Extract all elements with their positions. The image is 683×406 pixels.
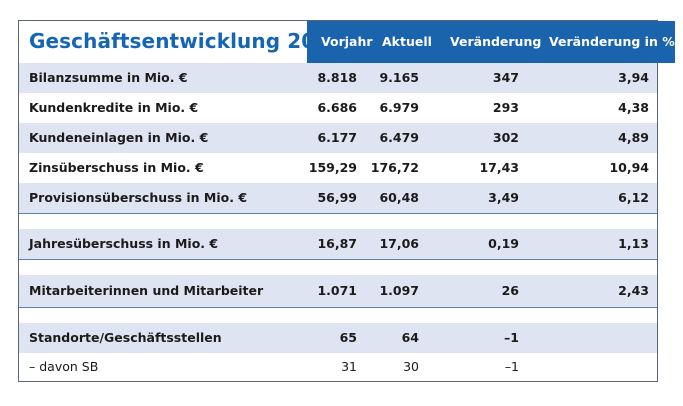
table-row: Standorte/Geschäftsstellen 65 64 –1 xyxy=(19,323,657,353)
section-divider xyxy=(19,213,657,214)
table-row: Jahresüberschuss in Mio. € 16,87 17,06 0… xyxy=(19,229,657,259)
veraenderung-value: 26 xyxy=(501,283,519,298)
aktuell-value: 9.165 xyxy=(379,70,419,85)
aktuell-value: 1.097 xyxy=(379,283,419,298)
row-label: Zinsüberschuss in Mio. € xyxy=(29,160,204,175)
vorjahr-value: 6.177 xyxy=(317,130,357,145)
aktuell-value: 6.479 xyxy=(379,130,419,145)
column-header-veraenderung: Veränderung xyxy=(450,21,542,63)
table-row: Zinsüberschuss in Mio. € 159,29 176,72 1… xyxy=(19,153,657,183)
section-divider xyxy=(19,307,657,308)
vorjahr-value: 8.818 xyxy=(317,70,357,85)
spacer-row xyxy=(19,308,657,323)
vorjahr-value: 31 xyxy=(341,359,357,374)
aktuell-value: 30 xyxy=(403,359,419,374)
prozent-value: 1,13 xyxy=(618,236,649,251)
veraenderung-value: 302 xyxy=(492,130,519,145)
prozent-value: 4,89 xyxy=(618,130,649,145)
table-row: Mitarbeiterinnen und Mitarbeiter 1.071 1… xyxy=(19,275,657,307)
aktuell-value: 6.979 xyxy=(379,100,419,115)
row-label: Standorte/Geschäftsstellen xyxy=(29,330,222,345)
spacer-row xyxy=(19,214,657,229)
row-label: Jahresüberschuss in Mio. € xyxy=(29,236,219,251)
prozent-value: 6,12 xyxy=(618,190,649,205)
row-label: Mitarbeiterinnen und Mitarbeiter xyxy=(29,283,264,298)
veraenderung-value: 0,19 xyxy=(488,236,519,251)
vorjahr-value: 16,87 xyxy=(317,236,357,251)
veraenderung-value: –1 xyxy=(504,330,519,345)
column-header-vorjahr: Vorjahr xyxy=(321,21,373,63)
row-label: – davon SB xyxy=(29,359,99,374)
vorjahr-value: 65 xyxy=(339,330,357,345)
vorjahr-value: 1.071 xyxy=(317,283,357,298)
section-divider xyxy=(19,259,657,260)
vorjahr-value: 6.686 xyxy=(317,100,357,115)
veraenderung-value: 3,49 xyxy=(488,190,519,205)
veraenderung-value: 17,43 xyxy=(479,160,519,175)
row-label: Kundeneinlagen in Mio. € xyxy=(29,130,209,145)
prozent-value: 10,94 xyxy=(609,160,649,175)
row-label: Kundenkredite in Mio. € xyxy=(29,100,199,115)
table-row: Provisionsüberschuss in Mio. € 56,99 60,… xyxy=(19,183,657,213)
prozent-value: 3,94 xyxy=(618,70,649,85)
aktuell-value: 64 xyxy=(401,330,419,345)
prozent-value: 2,43 xyxy=(618,283,649,298)
veraenderung-value: 347 xyxy=(492,70,519,85)
aktuell-value: 60,48 xyxy=(379,190,419,205)
prozent-value: 4,38 xyxy=(618,100,649,115)
table-row: Bilanzsumme in Mio. € 8.818 9.165 347 3,… xyxy=(19,63,657,93)
table-row: – davon SB 31 30 –1 xyxy=(19,353,657,381)
veraenderung-value: 293 xyxy=(492,100,519,115)
column-header-aktuell: Aktuell xyxy=(382,21,432,63)
table-row: Kundeneinlagen in Mio. € 6.177 6.479 302… xyxy=(19,123,657,153)
column-header-veraenderung-prozent: Veränderung in % xyxy=(549,21,675,63)
aktuell-value: 17,06 xyxy=(379,236,419,251)
spacer-row xyxy=(19,260,657,275)
table-row: Kundenkredite in Mio. € 6.686 6.979 293 … xyxy=(19,93,657,123)
vorjahr-value: 56,99 xyxy=(317,190,357,205)
row-label: Bilanzsumme in Mio. € xyxy=(29,70,188,85)
row-label: Provisionsüberschuss in Mio. € xyxy=(29,190,248,205)
vorjahr-value: 159,29 xyxy=(308,160,357,175)
aktuell-value: 176,72 xyxy=(370,160,419,175)
table-title: Geschäftsentwicklung 2025 xyxy=(29,29,344,53)
veraenderung-value: –1 xyxy=(504,359,519,374)
business-development-table: Geschäftsentwicklung 2025 Vorjahr Aktuel… xyxy=(18,20,675,382)
